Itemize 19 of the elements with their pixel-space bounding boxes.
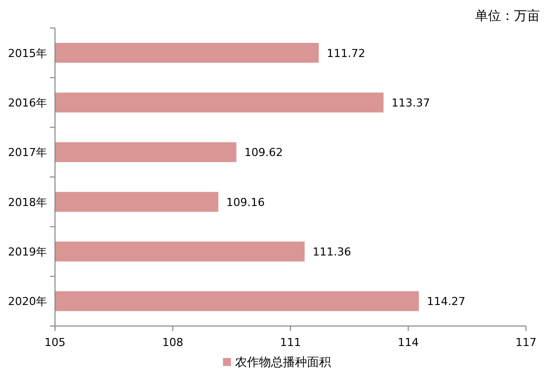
- x-tick-label: 114: [398, 336, 419, 349]
- data-label: 111.36: [312, 246, 352, 258]
- y-tick-label: 2016年: [8, 96, 47, 110]
- x-tick-label: 111: [280, 336, 301, 349]
- data-label: 114.27: [426, 295, 466, 308]
- data-label: 109.62: [244, 146, 283, 160]
- data-label: 113.37: [392, 96, 430, 110]
- x-tick-label: 108: [162, 336, 184, 349]
- data-label: 111.72: [326, 46, 366, 60]
- data-label: 109.16: [226, 196, 265, 209]
- x-tick-label: 105: [44, 336, 66, 349]
- y-tick-label: 2019年: [8, 246, 47, 258]
- y-tick-label: 2020年: [8, 295, 47, 308]
- legend-label: 农作物总播种面积: [235, 355, 331, 369]
- y-tick-label: 2015年: [8, 46, 47, 60]
- y-tick-label: 2018年: [8, 196, 47, 209]
- x-tick-label: 117: [516, 336, 536, 349]
- y-tick-label: 2017年: [8, 146, 47, 160]
- text: 单位：万亩: [475, 8, 540, 24]
